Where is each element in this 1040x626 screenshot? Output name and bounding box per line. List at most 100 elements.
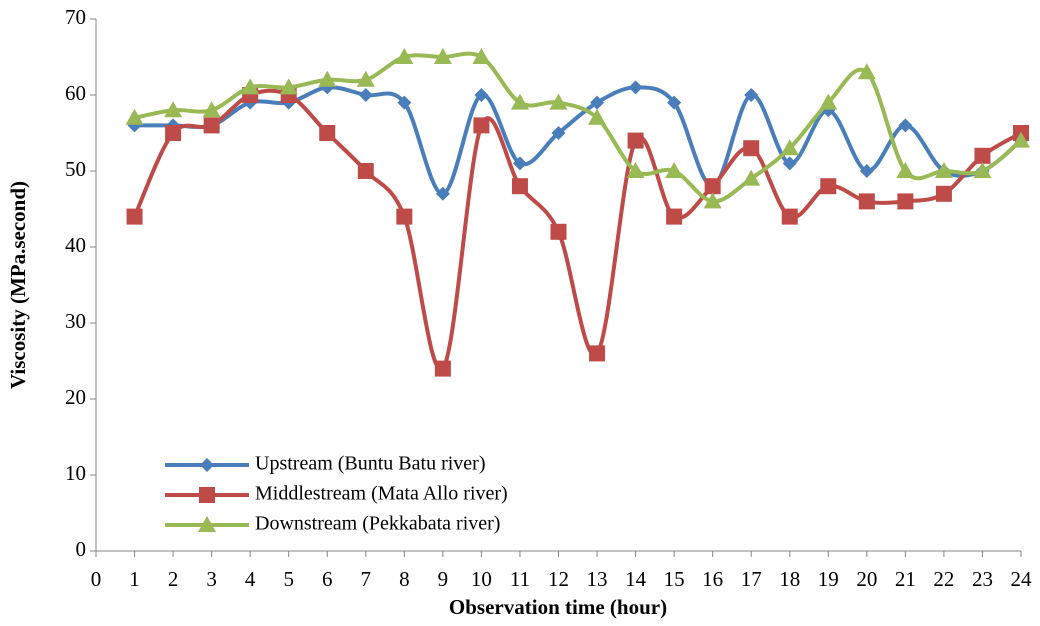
marker — [780, 139, 799, 156]
marker — [434, 360, 451, 377]
marker — [241, 78, 260, 95]
marker — [589, 345, 606, 362]
legend-marker — [198, 516, 216, 532]
marker — [820, 178, 837, 195]
x-tick-label: 1 — [129, 567, 140, 591]
marker — [203, 117, 220, 134]
x-tick-label: 7 — [361, 567, 372, 591]
marker — [703, 192, 722, 209]
marker — [473, 117, 490, 134]
marker — [433, 48, 452, 64]
x-tick-label: 11 — [510, 567, 530, 591]
marker — [781, 208, 798, 225]
marker — [550, 223, 567, 240]
x-tick-label: 22 — [933, 567, 954, 591]
series-line — [134, 51, 1023, 204]
x-tick-label: 9 — [438, 567, 449, 591]
legend-marker — [199, 487, 215, 503]
marker — [319, 125, 336, 141]
marker — [626, 162, 645, 178]
marker — [395, 48, 414, 64]
x-tick-label: 8 — [399, 567, 410, 591]
y-axis-title: Viscosity (MPa.second) — [6, 181, 30, 389]
marker — [512, 156, 527, 171]
x-tick-label: 5 — [283, 567, 294, 591]
y-tick-label: 0 — [76, 537, 87, 561]
y-tick-label: 10 — [65, 461, 86, 485]
y-tick-label: 20 — [65, 385, 86, 409]
legend-label: Upstream (Buntu Batu river) — [255, 453, 486, 475]
marker — [859, 164, 874, 178]
legend-marker — [200, 458, 214, 472]
marker — [165, 125, 182, 141]
marker — [397, 95, 412, 110]
marker — [896, 162, 915, 178]
marker — [628, 80, 643, 95]
x-tick-label: 6 — [322, 567, 333, 591]
marker — [358, 88, 373, 102]
x-tick-label: 0 — [91, 567, 102, 591]
marker — [742, 169, 761, 186]
marker — [279, 78, 298, 95]
marker — [472, 48, 491, 64]
marker — [396, 208, 413, 225]
x-tick-label: 17 — [741, 567, 762, 591]
marker — [627, 132, 644, 149]
x-tick-label: 13 — [587, 567, 608, 591]
marker — [551, 126, 566, 140]
marker — [1012, 131, 1030, 148]
marker — [667, 95, 682, 110]
marker — [511, 178, 528, 195]
x-tick-label: 19 — [818, 567, 839, 591]
x-tick-label: 20 — [856, 567, 877, 591]
marker — [590, 95, 605, 110]
marker — [743, 140, 760, 157]
marker — [934, 162, 953, 178]
x-tick-label: 4 — [245, 567, 256, 591]
marker — [164, 101, 183, 118]
marker — [588, 108, 607, 125]
marker — [125, 108, 144, 125]
marker — [318, 70, 337, 87]
y-tick-label: 30 — [65, 309, 86, 333]
marker — [202, 101, 221, 118]
marker — [474, 88, 489, 102]
x-tick-label: 21 — [895, 567, 916, 591]
marker — [898, 118, 913, 133]
marker — [935, 185, 952, 202]
x-tick-label: 15 — [664, 567, 685, 591]
y-tick-label: 60 — [65, 81, 86, 105]
x-tick-label: 18 — [779, 567, 800, 591]
marker — [819, 93, 838, 110]
x-tick-label: 23 — [972, 567, 993, 591]
x-tick-label: 14 — [625, 567, 647, 591]
marker — [357, 163, 374, 179]
marker — [974, 147, 991, 164]
y-tick-label: 40 — [65, 233, 86, 257]
y-tick-label: 50 — [65, 157, 86, 181]
marker — [666, 208, 683, 225]
marker — [744, 88, 759, 102]
y-tick-label: 70 — [65, 5, 86, 29]
x-axis-title: Observation time (hour) — [449, 595, 667, 619]
series-line — [134, 85, 1023, 196]
marker — [510, 93, 529, 110]
x-tick-label: 24 — [1011, 567, 1033, 591]
legend-label: Downstream (Pekkabata river) — [255, 513, 500, 535]
marker — [973, 162, 992, 178]
marker — [897, 193, 914, 210]
x-tick-label: 12 — [548, 567, 569, 591]
marker — [126, 208, 143, 225]
x-tick-label: 10 — [471, 567, 492, 591]
marker — [356, 70, 375, 87]
x-tick-label: 3 — [206, 567, 217, 591]
marker — [782, 156, 797, 171]
x-tick-label: 16 — [702, 567, 723, 591]
marker — [704, 178, 721, 195]
marker — [858, 193, 875, 210]
series-line — [132, 88, 1023, 372]
x-tick-label: 2 — [168, 567, 179, 591]
marker — [857, 63, 876, 80]
marker — [549, 93, 568, 110]
